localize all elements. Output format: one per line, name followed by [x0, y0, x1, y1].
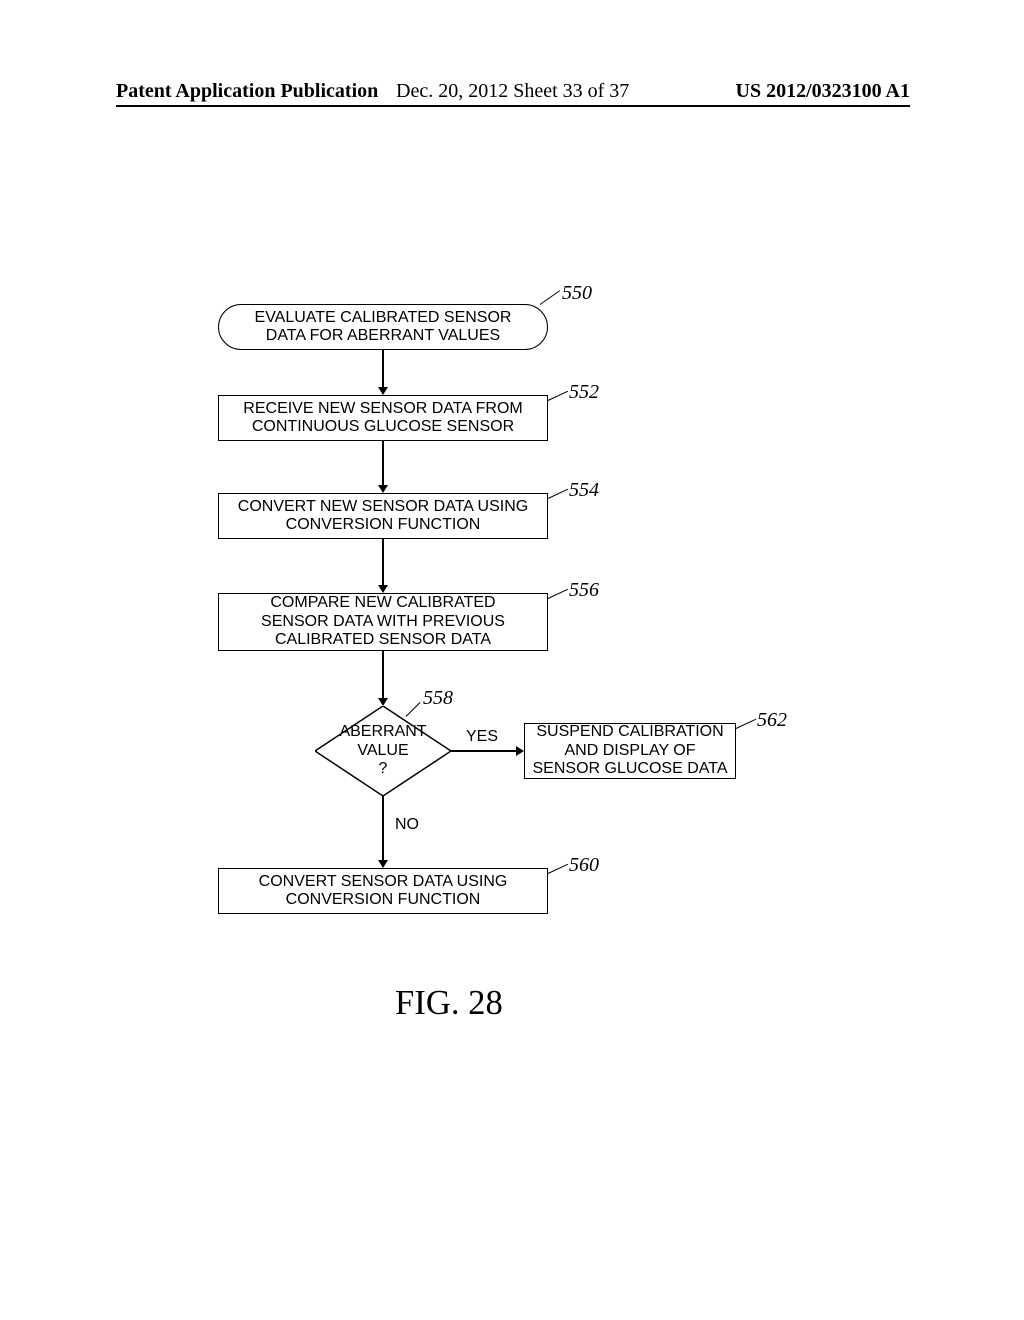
process-convert-sensor-text: CONVERT SENSOR DATA USINGCONVERSION FUNC… — [259, 873, 508, 910]
ref-label-552: 552 — [569, 381, 599, 404]
ref-leader-550 — [540, 290, 560, 305]
process-suspend: SUSPEND CALIBRATIONAND DISPLAY OFSENSOR … — [524, 723, 736, 779]
ref-label-556: 556 — [569, 579, 599, 602]
edge-550-552 — [382, 350, 384, 388]
process-compare-text: COMPARE NEW CALIBRATEDSENSOR DATA WITH P… — [261, 594, 505, 649]
ref-leader-552 — [548, 391, 568, 401]
edge-label-no: NO — [395, 816, 419, 834]
terminator-evaluate-text: EVALUATE CALIBRATED SENSORDATA FOR ABERR… — [255, 309, 512, 346]
ref-label-558: 558 — [423, 687, 453, 710]
page-root: Patent Application Publication Dec. 20, … — [0, 0, 1024, 1320]
edge-558-560 — [382, 796, 384, 861]
ref-leader-556 — [548, 589, 568, 599]
edge-554-556 — [382, 539, 384, 586]
process-compare: COMPARE NEW CALIBRATEDSENSOR DATA WITH P… — [218, 593, 548, 651]
decision-aberrant-text: ABERRANTVALUE? — [315, 706, 451, 796]
header-right: US 2012/0323100 A1 — [736, 80, 910, 103]
edge-552-554 — [382, 441, 384, 486]
arrow-550-552 — [378, 387, 388, 395]
arrow-556-558 — [378, 698, 388, 706]
process-convert-new-text: CONVERT NEW SENSOR DATA USINGCONVERSION … — [238, 498, 528, 535]
header-rule — [116, 105, 910, 107]
process-convert-new: CONVERT NEW SENSOR DATA USINGCONVERSION … — [218, 493, 548, 539]
header-left: Patent Application Publication — [116, 80, 378, 103]
decision-aberrant: ABERRANTVALUE? — [315, 706, 451, 796]
edge-556-558 — [382, 651, 384, 700]
process-receive-data: RECEIVE NEW SENSOR DATA FROMCONTINUOUS G… — [218, 395, 548, 441]
ref-label-562: 562 — [757, 709, 787, 732]
edge-558-562 — [451, 750, 517, 752]
ref-label-560: 560 — [569, 854, 599, 877]
ref-leader-554 — [548, 489, 568, 499]
terminator-evaluate: EVALUATE CALIBRATED SENSORDATA FOR ABERR… — [218, 304, 548, 350]
process-receive-data-text: RECEIVE NEW SENSOR DATA FROMCONTINUOUS G… — [243, 400, 522, 437]
ref-leader-562 — [736, 719, 756, 729]
figure-caption: FIG. 28 — [395, 984, 503, 1023]
arrow-554-556 — [378, 585, 388, 593]
header-center: Dec. 20, 2012 Sheet 33 of 37 — [396, 80, 629, 103]
ref-label-550: 550 — [562, 282, 592, 305]
ref-leader-560 — [548, 864, 568, 874]
process-convert-sensor: CONVERT SENSOR DATA USINGCONVERSION FUNC… — [218, 868, 548, 914]
arrow-558-560 — [378, 860, 388, 868]
process-suspend-text: SUSPEND CALIBRATIONAND DISPLAY OFSENSOR … — [533, 723, 728, 778]
ref-label-554: 554 — [569, 479, 599, 502]
edge-label-yes: YES — [466, 728, 498, 746]
arrow-552-554 — [378, 485, 388, 493]
arrow-558-562 — [516, 746, 524, 756]
